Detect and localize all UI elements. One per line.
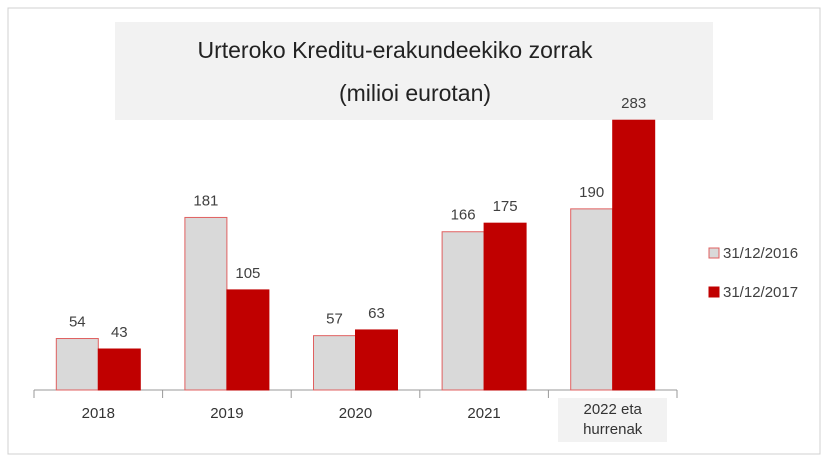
data-label: 190 [579,184,604,201]
data-label: 57 [326,311,343,328]
title-box [115,22,713,120]
x-tick-label: 2018 [81,405,115,422]
legend-label: 31/12/2017 [723,284,798,301]
data-label: 283 [621,95,646,112]
data-label: 54 [69,313,86,330]
bar [184,216,228,391]
data-label: 105 [235,265,260,282]
bar [55,338,99,391]
chart-subtitle: (milioi eurotan) [339,80,491,106]
data-label: 175 [493,198,518,215]
chart-title: Urteroko Kreditu-erakundeekiko zorrak [197,37,593,63]
legend-swatch [708,286,720,298]
bar [313,335,356,391]
data-label: 181 [193,192,218,209]
data-label: 63 [368,305,385,322]
data-label: 166 [451,207,476,224]
bar [612,119,656,391]
bar [441,231,485,391]
bar [570,208,614,391]
chart-frame [7,7,821,455]
bar [226,289,270,391]
x-tick-label: 2020 [338,405,373,422]
legend-label: 31/12/2016 [723,245,798,262]
data-label: 43 [111,324,128,341]
bar [483,222,527,391]
bar [97,348,141,391]
x-tick-label: 2021 [467,405,501,422]
x-tick-label: 2022 eta hurrenak [558,398,667,442]
bar [355,329,398,391]
legend-swatch [708,247,720,259]
x-tick-label: 2019 [210,405,244,422]
